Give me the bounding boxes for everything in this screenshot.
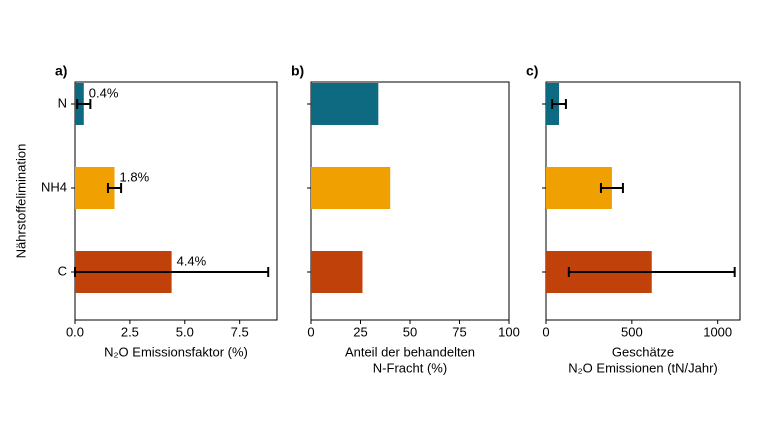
x-tick-label: 0 bbox=[307, 324, 314, 339]
x-tick-label: 0 bbox=[542, 324, 549, 339]
panel-title: b) bbox=[291, 63, 304, 79]
x-tick-label: 1000 bbox=[703, 324, 732, 339]
x-tick-label: 7.5 bbox=[231, 324, 249, 339]
bar bbox=[311, 251, 363, 293]
x-tick-label: 50 bbox=[403, 324, 417, 339]
bar bbox=[311, 83, 379, 125]
x-tick-label: 2.5 bbox=[121, 324, 139, 339]
value-label: 4.4% bbox=[177, 253, 207, 268]
x-axis-label: Geschätze bbox=[612, 344, 674, 359]
x-axis-label: N-Fracht (%) bbox=[373, 360, 447, 375]
x-tick-label: 500 bbox=[621, 324, 643, 339]
y-tick-label: C bbox=[58, 263, 67, 278]
x-tick-label: 100 bbox=[498, 324, 520, 339]
value-label: 1.8% bbox=[120, 169, 150, 184]
y-axis-label: Nährstoffelimination bbox=[13, 144, 28, 259]
x-axis-label: N₂O Emissionen (tN/Jahr) bbox=[568, 360, 718, 375]
x-tick-label: 0.0 bbox=[66, 324, 84, 339]
y-tick-label: N bbox=[58, 95, 67, 110]
bar bbox=[311, 167, 391, 209]
value-label: 0.4% bbox=[89, 85, 119, 100]
x-tick-label: 75 bbox=[452, 324, 466, 339]
x-tick-label: 5.0 bbox=[176, 324, 194, 339]
x-axis-label: N₂O Emissionsfaktor (%) bbox=[104, 344, 248, 359]
x-axis-label: Anteil der behandelten bbox=[345, 344, 475, 359]
x-tick-label: 25 bbox=[353, 324, 367, 339]
panel-title: a) bbox=[55, 63, 67, 79]
y-tick-label: NH4 bbox=[41, 179, 67, 194]
panel-title: c) bbox=[526, 63, 538, 79]
